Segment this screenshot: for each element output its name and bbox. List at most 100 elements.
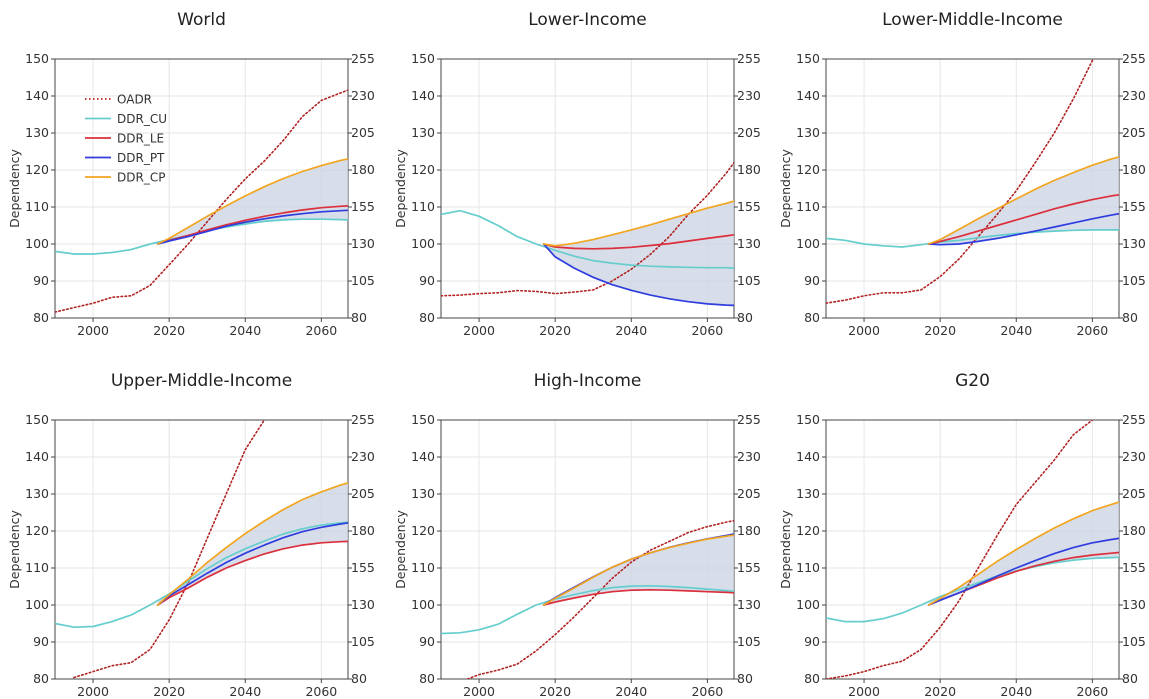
- y-axis-label: Dependency: [393, 149, 408, 228]
- y-axis-label: Dependency: [778, 510, 793, 589]
- y-tick-label: 90: [33, 273, 49, 288]
- y-tick-label: 130: [411, 125, 435, 140]
- y2-tick-label: 105: [1122, 273, 1146, 288]
- y-tick-label: 130: [25, 125, 49, 140]
- y-tick-label: 140: [796, 449, 820, 464]
- y-tick-label: 110: [411, 560, 435, 575]
- y2-tick-label: 180: [1122, 523, 1146, 538]
- y2-tick-label: 205: [351, 125, 375, 140]
- y2-tick-label: 130: [1122, 236, 1146, 251]
- y2-tick-label: 180: [351, 523, 375, 538]
- y2-tick-label: 105: [1122, 634, 1146, 649]
- y-tick-label: 80: [804, 310, 820, 325]
- y-tick-label: 80: [804, 671, 820, 686]
- y2-tick-label: 80: [737, 671, 753, 686]
- y2-tick-label: 80: [1122, 671, 1138, 686]
- y2-tick-label: 130: [737, 597, 761, 612]
- y2-tick-label: 255: [737, 51, 761, 66]
- y-tick-label: 90: [419, 634, 435, 649]
- y-tick-label: 140: [25, 88, 49, 103]
- x-tick-label: 2040: [615, 323, 647, 338]
- x-tick-label: 2060: [691, 323, 723, 338]
- series-line-ddr-pt: [927, 212, 1119, 246]
- series-line-ddr-cp: [542, 534, 734, 606]
- series-line-oadr: [55, 89, 348, 313]
- x-tick-label: 2040: [229, 323, 261, 338]
- y-tick-label: 110: [411, 199, 435, 214]
- chart-panel-lower-income: Lower-Income 80 90 100 110 120 130 140 150 80 105 1…: [393, 10, 761, 338]
- y2-tick-label: 255: [351, 51, 375, 66]
- y-tick-label: 150: [796, 412, 820, 427]
- x-tick-label: 2000: [77, 323, 109, 338]
- y2-tick-label: 230: [737, 88, 761, 103]
- x-tick-label: 2040: [1000, 684, 1032, 699]
- y-tick-label: 110: [25, 560, 49, 575]
- series-line-ddr-pt: [156, 522, 348, 606]
- y-axis-label: Dependency: [778, 149, 793, 228]
- y2-tick-label: 230: [351, 449, 375, 464]
- y2-tick-label: 180: [351, 162, 375, 177]
- x-tick-label: 2060: [305, 323, 337, 338]
- y2-tick-label: 230: [1122, 449, 1146, 464]
- y-tick-label: 140: [411, 88, 435, 103]
- y2-tick-label: 205: [351, 486, 375, 501]
- legend-label: DDR_LE: [117, 132, 164, 146]
- x-tick-label: 2020: [539, 323, 571, 338]
- x-tick-label: 2040: [1000, 323, 1032, 338]
- y-tick-label: 80: [419, 310, 435, 325]
- y2-tick-label: 155: [1122, 560, 1146, 575]
- x-tick-label: 2020: [924, 323, 956, 338]
- y-tick-label: 130: [411, 486, 435, 501]
- chart-title: World: [177, 10, 226, 30]
- series-line-ddr-cu: [441, 209, 734, 269]
- series-line-ddr-cp: [156, 158, 348, 245]
- series-line-oadr: [441, 161, 734, 297]
- y2-tick-label: 230: [1122, 88, 1146, 103]
- y-tick-label: 130: [796, 125, 820, 140]
- plot-frame: [54, 419, 349, 680]
- x-tick-label: 2000: [463, 684, 495, 699]
- y-tick-label: 150: [25, 412, 49, 427]
- x-tick-label: 2060: [1076, 323, 1108, 338]
- y-tick-label: 90: [33, 634, 49, 649]
- y2-tick-label: 180: [737, 162, 761, 177]
- y2-tick-label: 180: [1122, 162, 1146, 177]
- y-axis-label: Dependency: [7, 149, 22, 228]
- y-tick-label: 80: [33, 310, 49, 325]
- chart-title: Upper-Middle-Income: [111, 371, 292, 391]
- y2-tick-label: 205: [737, 125, 761, 140]
- y-tick-label: 100: [796, 236, 820, 251]
- y-tick-label: 140: [796, 88, 820, 103]
- y2-tick-label: 80: [1122, 310, 1138, 325]
- chart-legend: OADR DDR_CU DDR_LE DDR_PT DDR_CP: [85, 93, 167, 185]
- y2-tick-label: 155: [351, 560, 375, 575]
- y2-tick-label: 230: [737, 449, 761, 464]
- series-line-ddr-cu: [826, 556, 1119, 623]
- x-tick-label: 2000: [848, 323, 880, 338]
- series-line-oadr: [73, 420, 266, 679]
- chart-panel-high-income: High-Income 80 90 100 110 120 130 140 150 80 105 13…: [393, 371, 761, 699]
- y2-tick-label: 205: [1122, 125, 1146, 140]
- y2-tick-label: 130: [351, 236, 375, 251]
- chart-title: Lower-Income: [528, 10, 647, 30]
- series-line-ddr-le: [156, 205, 348, 245]
- y-tick-label: 120: [25, 523, 49, 538]
- y2-tick-label: 155: [737, 560, 761, 575]
- series-line-ddr-le: [156, 540, 348, 606]
- series-line-ddr-cu: [55, 521, 348, 629]
- y2-tick-label: 155: [1122, 199, 1146, 214]
- series-line-ddr-le: [927, 193, 1119, 245]
- series-line-ddr-pt: [156, 209, 348, 245]
- x-tick-label: 2020: [153, 684, 185, 699]
- series-line-oadr: [466, 519, 734, 679]
- x-tick-label: 2020: [539, 684, 571, 699]
- y-tick-label: 140: [25, 449, 49, 464]
- chart-title: Lower-Middle-Income: [882, 10, 1063, 30]
- x-tick-label: 2020: [153, 323, 185, 338]
- y2-tick-label: 255: [351, 412, 375, 427]
- x-tick-label: 2060: [1076, 684, 1108, 699]
- y2-tick-label: 255: [1122, 412, 1146, 427]
- x-tick-label: 2040: [229, 684, 261, 699]
- legend-label: OADR: [117, 93, 152, 107]
